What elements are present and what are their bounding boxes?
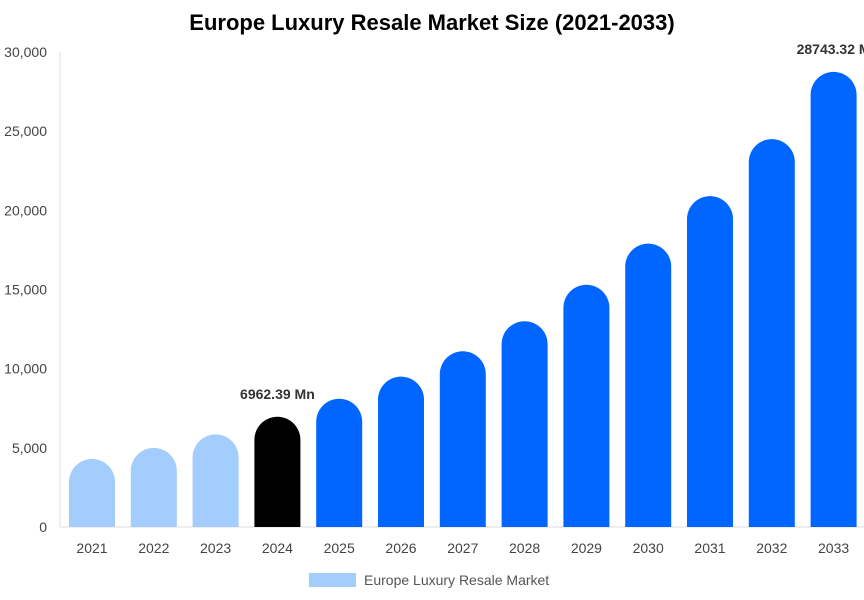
bar-2026[interactable] [378, 376, 424, 527]
y-axis: 0 5,000 10,000 15,000 20,000 25,000 30,000 [4, 44, 47, 535]
y-tick-label: 0 [39, 519, 47, 535]
bar-2027[interactable] [439, 351, 486, 527]
x-tick-label: 2033 [818, 540, 849, 556]
y-tick-label: 20,000 [4, 202, 47, 218]
bar-2029[interactable] [563, 284, 610, 527]
x-tick-label: 2030 [633, 540, 664, 556]
x-tick-label: 2032 [756, 540, 787, 556]
y-tick-label: 5,000 [12, 440, 47, 456]
bar-2023[interactable] [192, 434, 239, 527]
x-tick-label: 2022 [138, 540, 169, 556]
y-tick-label: 15,000 [4, 282, 47, 298]
legend-label[interactable]: Europe Luxury Resale Market [364, 572, 549, 588]
legend[interactable]: Europe Luxury Resale Market [309, 572, 549, 588]
bar-2022[interactable] [130, 447, 177, 527]
data-labels: 6962.39 Mn 28743.32 M [240, 41, 864, 402]
bars-group [69, 71, 857, 528]
x-tick-label: 2025 [324, 540, 355, 556]
bar-2030[interactable] [625, 243, 672, 527]
y-tick-label: 10,000 [4, 361, 47, 377]
bar-2021[interactable] [69, 458, 115, 527]
x-axis: 2021 2022 2023 2024 2025 2026 2027 2028 2029 2030… [76, 540, 849, 556]
x-tick-label: 2021 [76, 540, 107, 556]
bar-2031[interactable] [687, 196, 733, 528]
x-tick-label: 2028 [509, 540, 540, 556]
bar-2025[interactable] [316, 398, 363, 527]
x-tick-label: 2027 [447, 540, 478, 556]
bar-2033[interactable] [810, 71, 857, 527]
y-tick-label: 25,000 [4, 123, 47, 139]
bar-2024[interactable] [254, 416, 301, 527]
x-tick-label: 2029 [571, 540, 602, 556]
data-label-2024: 6962.39 Mn [240, 386, 315, 402]
bar-2028[interactable] [501, 321, 548, 527]
x-tick-label: 2026 [385, 540, 416, 556]
bar-2032[interactable] [748, 139, 795, 528]
chart-title: Europe Luxury Resale Market Size (2021-2… [189, 10, 675, 35]
x-tick-label: 2024 [262, 540, 293, 556]
legend-swatch[interactable] [309, 573, 356, 587]
data-label-2033: 28743.32 M [797, 41, 864, 57]
x-tick-label: 2031 [694, 540, 725, 556]
y-tick-label: 30,000 [4, 44, 47, 60]
x-tick-label: 2023 [200, 540, 231, 556]
